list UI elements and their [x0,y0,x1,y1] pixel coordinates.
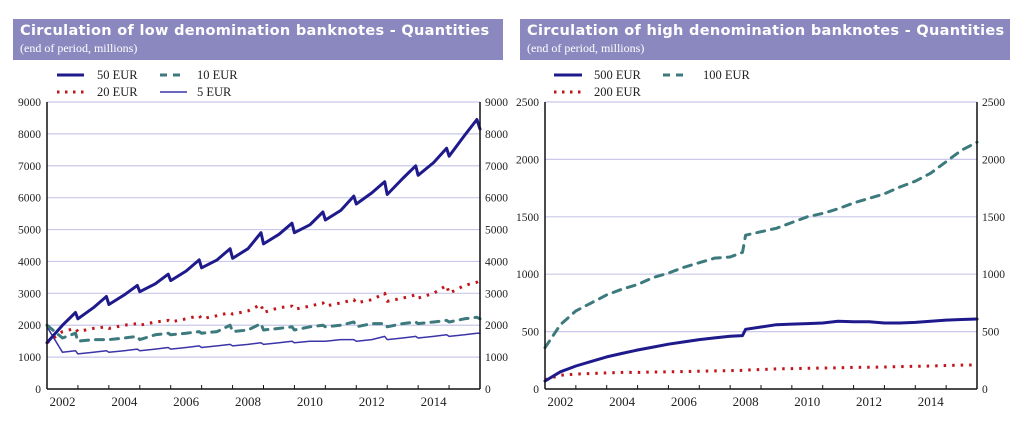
y-tick-label-right: 2000 [982,154,1005,166]
x-tick-label: 2014 [918,394,945,409]
grid [47,101,480,358]
y-tick-label-right: 3000 [485,288,508,300]
y-tick-label-right: 8000 [485,129,508,141]
series-line-20-eur [46,279,481,345]
y-tick-label-left: 0 [35,384,41,396]
chart-panel-low-denomination: Circulation of low denomination banknote… [13,19,508,409]
x-tick-label: 2006 [671,394,698,409]
y-tick-label-right: 2500 [982,97,1005,109]
y-tick-label-right: 9000 [485,97,508,109]
y-tick-label-right: 500 [982,327,1000,339]
x-tick-label: 2006 [173,394,200,409]
y-tick-label-right: 4000 [485,256,508,268]
y-tick-label-left: 1500 [516,212,539,224]
chart-title: Circulation of low denomination banknote… [20,23,490,39]
axes: 0 0 1000 1000 2000 2000 3000 3000 4000 4000 5000 50… [18,97,508,409]
chart-subtitle: (end of period, millions) [20,41,138,55]
y-tick-label-left: 7000 [18,161,41,173]
y-tick-label-left: 8000 [18,129,41,141]
legend-label-200-eur: 200 EUR [594,85,642,99]
y-tick-label-left: 6000 [18,193,41,205]
y-tick-label-right: 0 [485,384,491,396]
y-tick-label-right: 0 [982,384,988,396]
y-tick-label-right: 1000 [982,269,1005,281]
legend-label-50-eur: 50 EUR [97,68,138,82]
series-line-200-eur [544,363,978,382]
chart-legend: 50 EUR 10 EUR 20 EUR 5 EUR [57,68,238,99]
y-tick-label-right: 7000 [485,161,508,173]
x-tick-label: 2004 [111,394,138,409]
series-layer [543,140,979,383]
chart-title-box: Circulation of low denomination banknote… [13,19,503,60]
x-tick-label: 2014 [421,394,448,409]
legend-label-20-eur: 20 EUR [97,85,138,99]
grid [545,101,977,333]
legend-label-10-eur: 10 EUR [197,68,238,82]
y-tick-label-right: 1000 [485,352,508,364]
y-tick-label-left: 4000 [18,256,41,268]
y-tick-label-left: 500 [522,327,540,339]
y-tick-label-right: 5000 [485,225,508,237]
line-chart-low-denomination: 50 EUR 10 EUR 20 EUR 5 EUR 0 0 1000 1000 200… [18,68,508,409]
x-tick-label: 2010 [297,394,323,409]
chart-panel-high-denomination: Circulation of high denomination banknot… [512,0,1024,442]
x-tick-label: 2004 [609,394,636,409]
y-tick-label-left: 1000 [18,352,41,364]
y-tick-label-left: 2000 [18,320,41,332]
chart-legend: 500 EUR 100 EUR 200 EUR [554,68,751,99]
chart-title: Circulation of high denomination banknot… [527,23,1005,39]
series-line-50-eur [45,118,482,345]
series-line-100-eur [543,140,979,350]
series-line-10-eur [45,315,482,343]
x-tick-label: 2008 [733,394,759,409]
legend-label-500-eur: 500 EUR [594,68,642,82]
y-tick-label-left: 5000 [18,225,41,237]
y-tick-label-left: 2500 [516,97,539,109]
x-tick-label: 2008 [235,394,261,409]
y-tick-label-left: 0 [533,384,539,396]
x-tick-label: 2012 [359,394,385,409]
x-tick-label: 2002 [547,394,573,409]
y-tick-label-left: 3000 [18,288,41,300]
y-tick-label-right: 2000 [485,320,508,332]
chart-subtitle: (end of period, millions) [527,41,645,55]
x-tick-label: 2010 [794,394,820,409]
axes: 0 0 500 500 1000 1000 1500 1500 2000 2000 2500 2500… [516,97,1005,409]
legend-label-5-eur: 5 EUR [197,85,232,99]
y-tick-label-right: 6000 [485,193,508,205]
x-tick-label: 2002 [49,394,75,409]
x-tick-label: 2012 [856,394,882,409]
y-tick-label-left: 2000 [516,154,539,166]
series-line-500-eur [543,317,979,383]
line-chart-high-denomination: 500 EUR 100 EUR 200 EUR 0 0 500 500 1000 1000… [516,68,1005,409]
y-tick-label-left: 9000 [18,97,41,109]
series-layer [45,118,482,355]
y-tick-label-right: 1500 [982,212,1005,224]
series-line-5-eur [46,326,481,355]
y-tick-label-left: 1000 [516,269,539,281]
chart-title-box: Circulation of high denomination banknot… [520,19,1010,60]
legend-label-100-eur: 100 EUR [703,68,751,82]
